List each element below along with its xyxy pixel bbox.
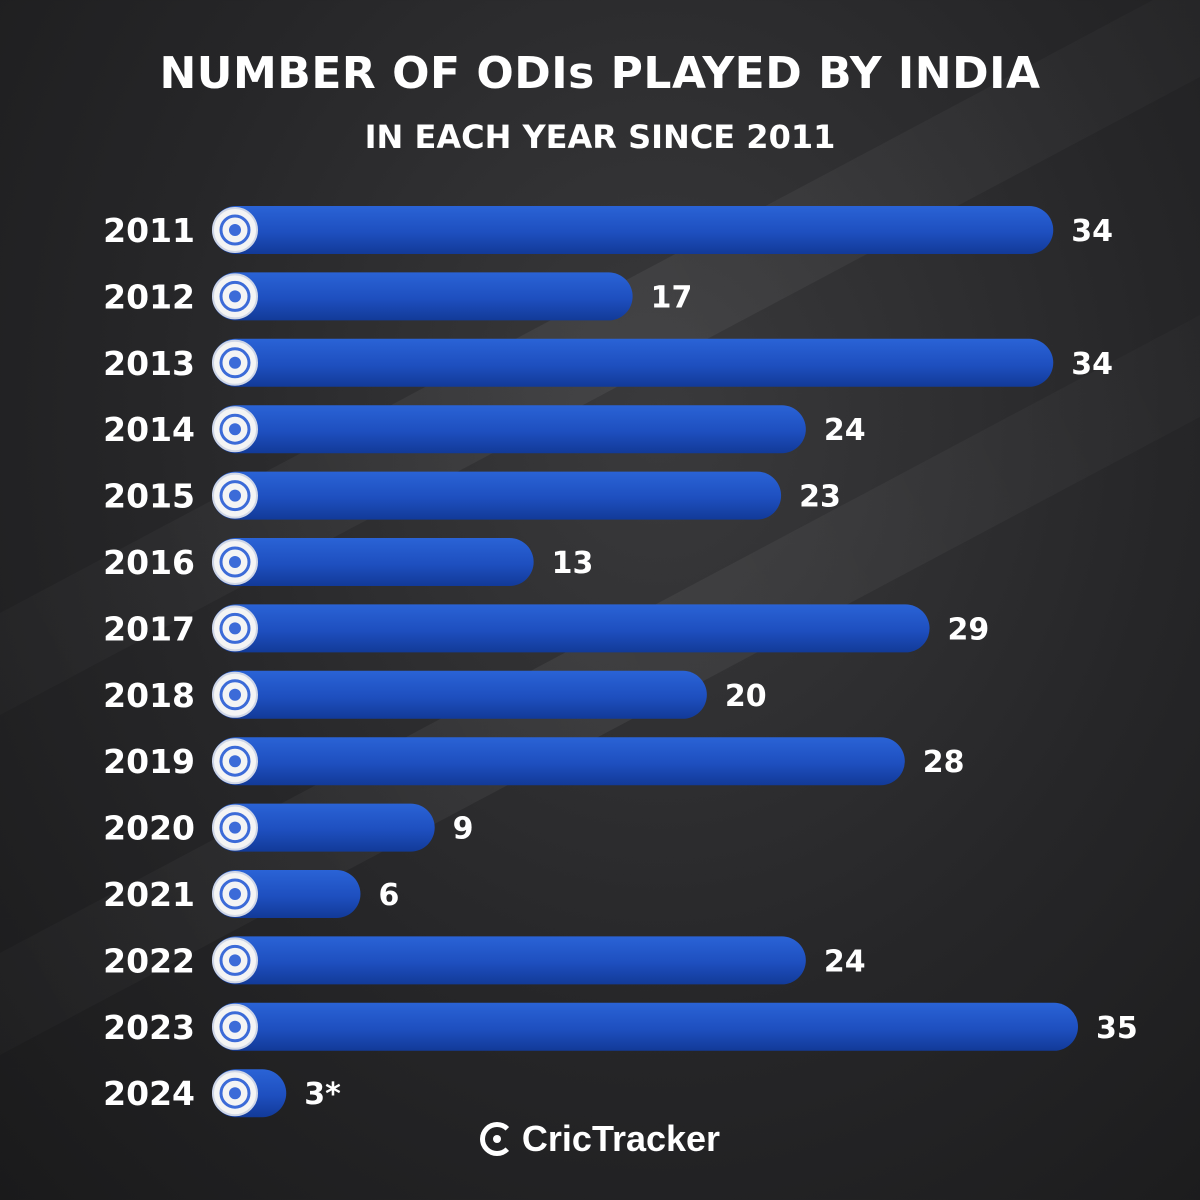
year-label-2024: 2024 [103, 1074, 195, 1113]
ball-icon [212, 539, 258, 585]
bar-2014 [212, 405, 806, 454]
bar-2018 [212, 670, 707, 719]
value-label-2015: 23 [799, 480, 841, 515]
value-label-2022: 24 [824, 944, 866, 979]
year-label-2013: 2013 [103, 344, 195, 383]
ball-icon [212, 472, 258, 519]
ball-icon [212, 1070, 258, 1117]
bar-2019 [212, 737, 905, 786]
ball-icon [212, 738, 258, 785]
ball-icon [212, 339, 258, 386]
value-label-2018: 20 [725, 679, 767, 714]
ball-icon [212, 273, 258, 320]
bar-2016 [212, 538, 534, 586]
chart-subtitle: IN EACH YEAR SINCE 2011 [364, 118, 836, 156]
ball-icon [212, 671, 258, 718]
bar-2012 [212, 272, 633, 321]
crictracker-logo: CricTracker [0, 1118, 1200, 1160]
chart-title: NUMBER OF ODIs PLAYED BY INDIA [159, 48, 1041, 99]
bar-2013 [212, 338, 1054, 387]
value-label-2016: 13 [552, 546, 594, 581]
ball-icon [212, 207, 258, 253]
bar-2022 [212, 936, 806, 985]
year-label-2012: 2012 [103, 277, 195, 316]
year-label-2015: 2015 [103, 477, 195, 516]
value-label-2012: 17 [651, 280, 693, 315]
ball-icon [212, 804, 258, 851]
bar-2017 [212, 604, 930, 653]
year-label-2023: 2023 [103, 1008, 195, 1047]
year-label-2020: 2020 [103, 809, 195, 848]
value-label-2023: 35 [1096, 1011, 1138, 1046]
ball-icon [212, 937, 258, 984]
ball-icon [212, 1003, 258, 1050]
year-label-2022: 2022 [103, 941, 195, 980]
ball-icon [212, 605, 258, 652]
value-label-2020: 9 [453, 812, 474, 847]
value-label-2017: 29 [948, 612, 990, 647]
year-label-2018: 2018 [103, 676, 195, 715]
value-label-2011: 34 [1071, 214, 1113, 249]
value-label-2013: 34 [1071, 347, 1113, 382]
year-label-2011: 2011 [103, 211, 195, 250]
value-label-2019: 28 [923, 745, 965, 780]
year-label-2017: 2017 [103, 609, 195, 648]
bar-2020 [212, 803, 435, 852]
crictracker-logo-icon [479, 1122, 514, 1156]
bar-2011 [212, 206, 1054, 254]
value-label-2021: 6 [378, 878, 399, 913]
year-label-2021: 2021 [103, 875, 195, 914]
brand-name: CricTracker [521, 1118, 721, 1159]
value-label-2014: 24 [824, 413, 866, 448]
bar-2023 [212, 1002, 1078, 1051]
year-label-2014: 2014 [103, 410, 195, 449]
ball-icon [212, 871, 258, 917]
year-label-2016: 2016 [103, 543, 195, 582]
value-label-2024: 3* [304, 1077, 341, 1112]
bar-2015 [212, 471, 782, 520]
ball-icon [212, 406, 258, 453]
year-label-2019: 2019 [103, 742, 195, 781]
